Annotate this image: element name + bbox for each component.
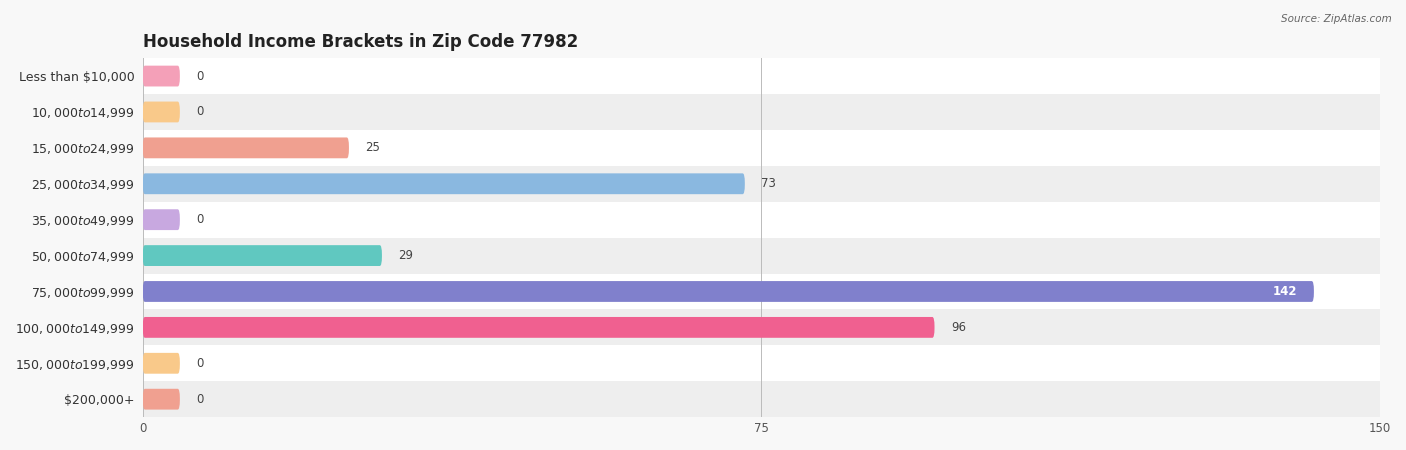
Text: 0: 0 (197, 70, 204, 82)
Text: 73: 73 (761, 177, 776, 190)
Bar (143, 310, 1379, 345)
Bar (143, 58, 1379, 94)
Bar (143, 94, 1379, 130)
FancyBboxPatch shape (143, 281, 1313, 302)
FancyBboxPatch shape (143, 317, 935, 338)
Text: Source: ZipAtlas.com: Source: ZipAtlas.com (1281, 14, 1392, 23)
Text: 0: 0 (197, 357, 204, 370)
FancyBboxPatch shape (143, 389, 180, 410)
Text: 25: 25 (366, 141, 380, 154)
Text: 96: 96 (950, 321, 966, 334)
FancyBboxPatch shape (143, 353, 180, 374)
FancyBboxPatch shape (143, 102, 180, 122)
Bar (143, 202, 1379, 238)
Text: 142: 142 (1272, 285, 1298, 298)
Text: 29: 29 (398, 249, 413, 262)
Bar (143, 238, 1379, 274)
Text: 0: 0 (197, 393, 204, 406)
Bar (143, 130, 1379, 166)
Text: 0: 0 (197, 105, 204, 118)
FancyBboxPatch shape (143, 137, 349, 158)
FancyBboxPatch shape (143, 245, 382, 266)
FancyBboxPatch shape (143, 173, 745, 194)
Text: Household Income Brackets in Zip Code 77982: Household Income Brackets in Zip Code 77… (143, 33, 578, 51)
FancyBboxPatch shape (143, 66, 180, 86)
Bar (143, 345, 1379, 381)
Bar (143, 166, 1379, 202)
Text: 0: 0 (197, 213, 204, 226)
Bar (143, 381, 1379, 417)
FancyBboxPatch shape (143, 209, 180, 230)
Bar (143, 274, 1379, 310)
